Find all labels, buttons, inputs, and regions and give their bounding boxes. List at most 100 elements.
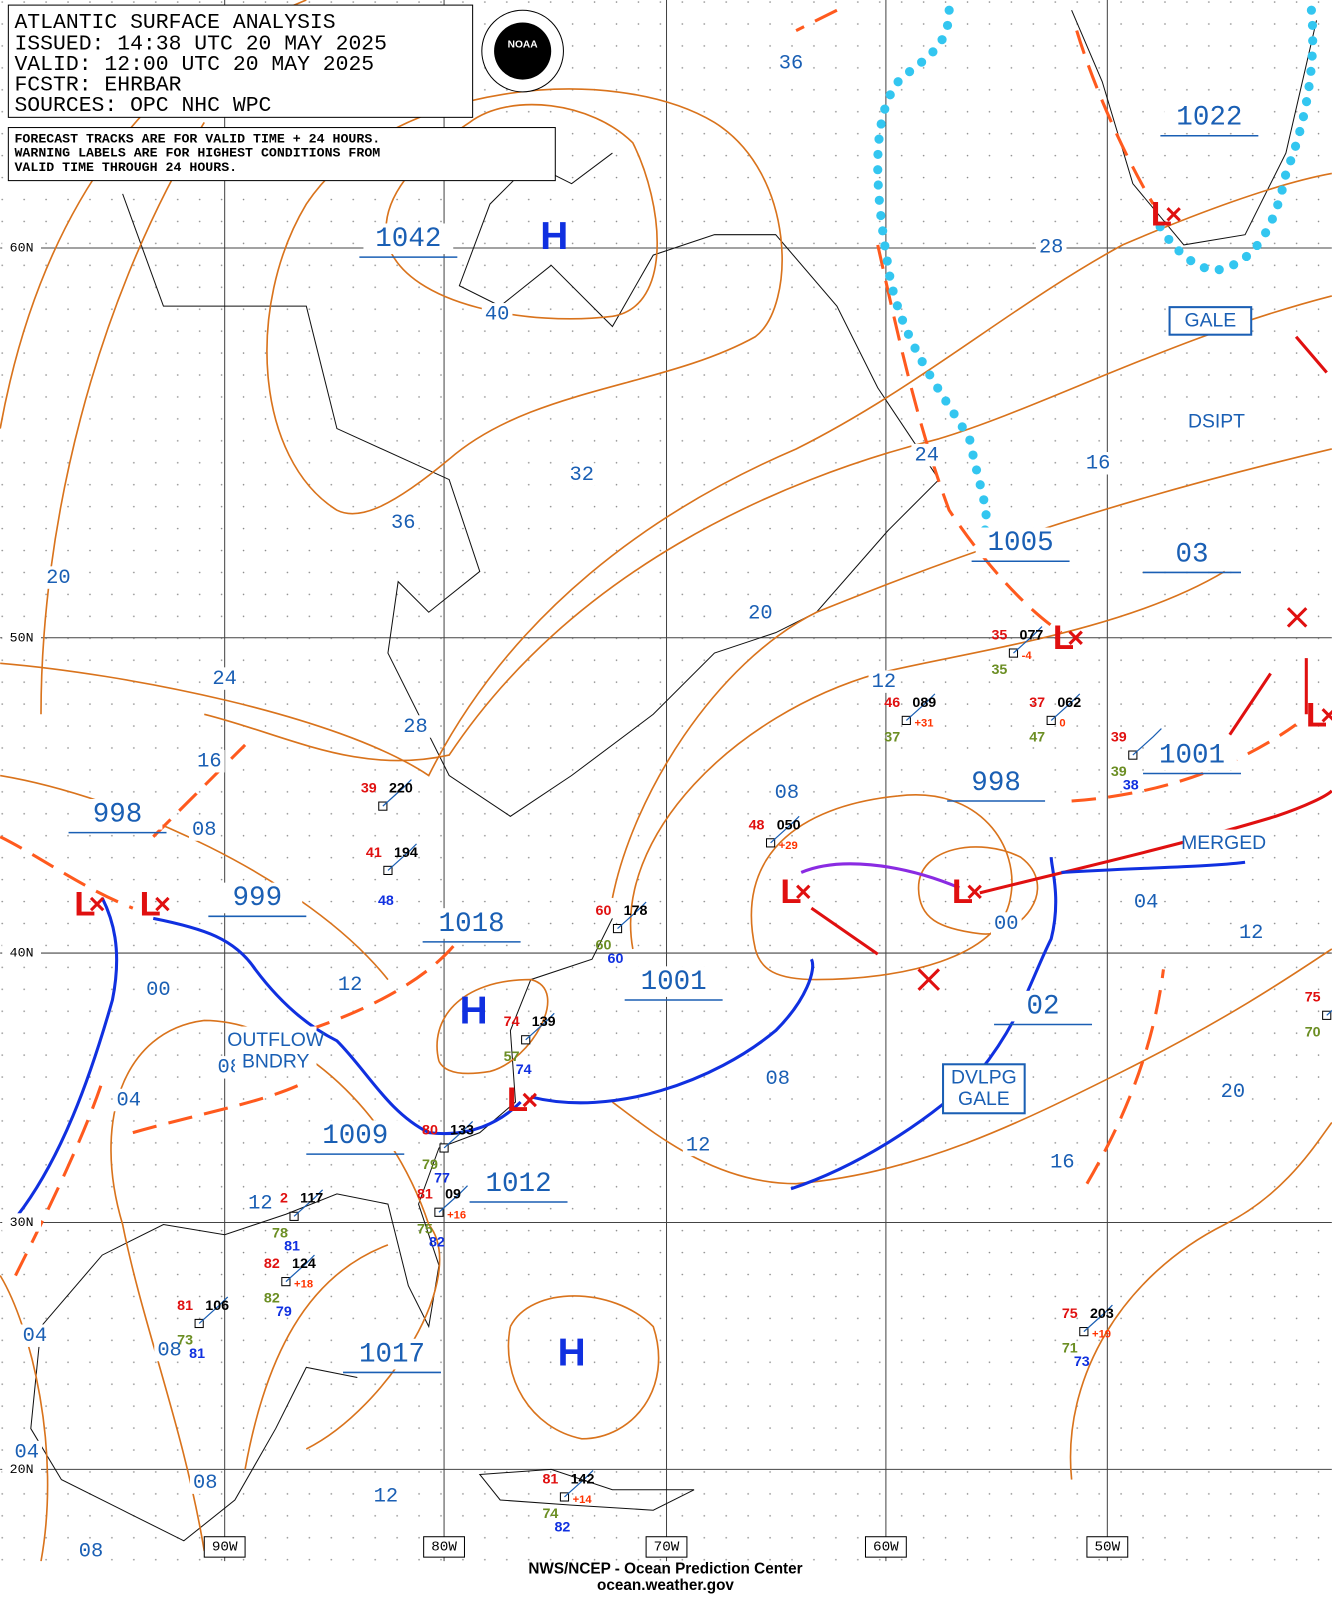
pressure-label-bg bbox=[1147, 538, 1237, 570]
isobar-label: 20 bbox=[46, 567, 70, 590]
low-x bbox=[1321, 708, 1332, 723]
trough bbox=[152, 743, 247, 838]
low-center: L bbox=[1053, 619, 1074, 657]
station-dew: 47 bbox=[1029, 730, 1045, 746]
isobar-label: 24 bbox=[914, 444, 938, 467]
isobar-label: 36 bbox=[779, 53, 803, 76]
lon-label-box bbox=[645, 1536, 688, 1558]
isobar-label: 20 bbox=[1221, 1081, 1245, 1104]
label-box bbox=[942, 1063, 1026, 1115]
isobar-label: 04 bbox=[1134, 891, 1158, 914]
lon-label: 70W bbox=[654, 1540, 680, 1556]
station-pressure: 106 bbox=[205, 1298, 229, 1314]
isobar bbox=[436, 978, 549, 1075]
isobar bbox=[611, 948, 1332, 1185]
lat-label: 20N bbox=[10, 1462, 34, 1477]
station-temp: 80 bbox=[422, 1122, 438, 1138]
isobar-label: 12 bbox=[338, 974, 362, 997]
station-tendency: +19 bbox=[1092, 1329, 1111, 1341]
low-center: L bbox=[1306, 697, 1327, 735]
trough bbox=[795, 8, 838, 32]
forecast-position bbox=[917, 607, 1308, 991]
station-sst: 73 bbox=[1074, 1354, 1090, 1370]
station-dew: 39 bbox=[1111, 764, 1127, 780]
high-center: H bbox=[460, 989, 488, 1032]
station-temp: 81 bbox=[177, 1298, 193, 1314]
station-tendency: +16 bbox=[447, 1209, 466, 1221]
wind-barb bbox=[617, 901, 647, 930]
isobar bbox=[1069, 1121, 1332, 1480]
trough bbox=[132, 1080, 307, 1135]
lon-label-box bbox=[203, 1536, 246, 1558]
pressure-label-bg bbox=[347, 1338, 437, 1370]
isobar bbox=[611, 448, 1332, 899]
isobar-label: 08 bbox=[192, 819, 216, 842]
isobar-label-bg bbox=[682, 1133, 714, 1157]
isobar-label: 08 bbox=[193, 1472, 217, 1495]
station-dew: 37 bbox=[884, 730, 900, 746]
ice-edge bbox=[873, 5, 1318, 536]
occluded-front bbox=[800, 862, 960, 890]
lon-label: 60W bbox=[873, 1540, 899, 1556]
note-line: FORECAST TRACKS ARE FOR VALID TIME + 24 … bbox=[14, 131, 380, 146]
isobar-label-bg bbox=[387, 511, 419, 534]
station-pressure: 089 bbox=[912, 695, 936, 711]
coast bbox=[30, 918, 613, 1542]
isobar-label: 12 bbox=[248, 1192, 272, 1215]
box-text: DSIPT bbox=[1188, 411, 1245, 433]
station-sst: 81 bbox=[189, 1346, 205, 1362]
isobar-label-bg bbox=[334, 973, 366, 996]
logo bbox=[494, 22, 552, 80]
isobar-label: 16 bbox=[1086, 453, 1110, 476]
map-title: ATLANTIC SURFACE ANALYSIS bbox=[14, 11, 335, 35]
note-line: VALID TIME THROUGH 24 HOURS. bbox=[14, 160, 237, 175]
pressure-label-bg bbox=[951, 767, 1041, 798]
isobar-label: 08 bbox=[157, 1339, 181, 1362]
station-temp: 35 bbox=[991, 627, 1007, 643]
wind-barb bbox=[438, 1185, 468, 1213]
ice-line bbox=[873, 5, 991, 536]
station-tendency: +14 bbox=[573, 1494, 593, 1506]
isobar-label: 04 bbox=[23, 1325, 47, 1348]
lat-label: 60N bbox=[10, 240, 34, 255]
isobar bbox=[0, 172, 1332, 777]
wind-barb bbox=[770, 815, 800, 844]
low-x bbox=[967, 884, 982, 900]
high-center: H bbox=[558, 1331, 586, 1374]
trough bbox=[305, 937, 461, 1033]
valid: VALID: 12:00 UTC 20 MAY 2025 bbox=[14, 53, 374, 77]
stationary-front bbox=[1061, 860, 1246, 874]
isobar-label-bg bbox=[400, 715, 431, 738]
pressure-label-bg bbox=[1147, 739, 1237, 771]
station-dew: 74 bbox=[542, 1506, 558, 1522]
pressure-label-bg bbox=[212, 882, 303, 914]
header-box bbox=[7, 4, 474, 118]
isobar bbox=[917, 846, 1039, 935]
station-temp: 60 bbox=[596, 903, 612, 919]
low-x bbox=[155, 896, 170, 912]
low-center: L bbox=[507, 1081, 528, 1119]
isobar-label-bg bbox=[75, 1539, 107, 1563]
trough bbox=[876, 244, 1063, 634]
wind-barb bbox=[387, 843, 417, 871]
isobar-label-bg bbox=[481, 303, 513, 326]
isobar-label-bg bbox=[762, 1067, 794, 1090]
isobar-label: 00 bbox=[146, 979, 170, 1002]
isobar-label: 04 bbox=[117, 1089, 141, 1112]
isobar-label-bg bbox=[1035, 235, 1067, 259]
isobar bbox=[204, 295, 1332, 762]
isobar-label-bg bbox=[991, 912, 1022, 935]
low-x bbox=[1166, 207, 1181, 222]
isobar-label: 28 bbox=[1039, 236, 1063, 259]
lon-label: 90W bbox=[212, 1540, 238, 1556]
station-sst: 74 bbox=[516, 1062, 532, 1078]
station-temp: 75 bbox=[1062, 1306, 1078, 1322]
station-sst: 81 bbox=[284, 1239, 300, 1255]
isobar-label-bg bbox=[1082, 452, 1114, 475]
station-temp: 41 bbox=[366, 845, 382, 861]
isobar bbox=[750, 793, 1013, 981]
isobar-label: 12 bbox=[872, 671, 896, 694]
isobar-label: 36 bbox=[391, 512, 415, 535]
wind-barb bbox=[525, 1012, 555, 1041]
station-temp: 82 bbox=[264, 1256, 280, 1272]
